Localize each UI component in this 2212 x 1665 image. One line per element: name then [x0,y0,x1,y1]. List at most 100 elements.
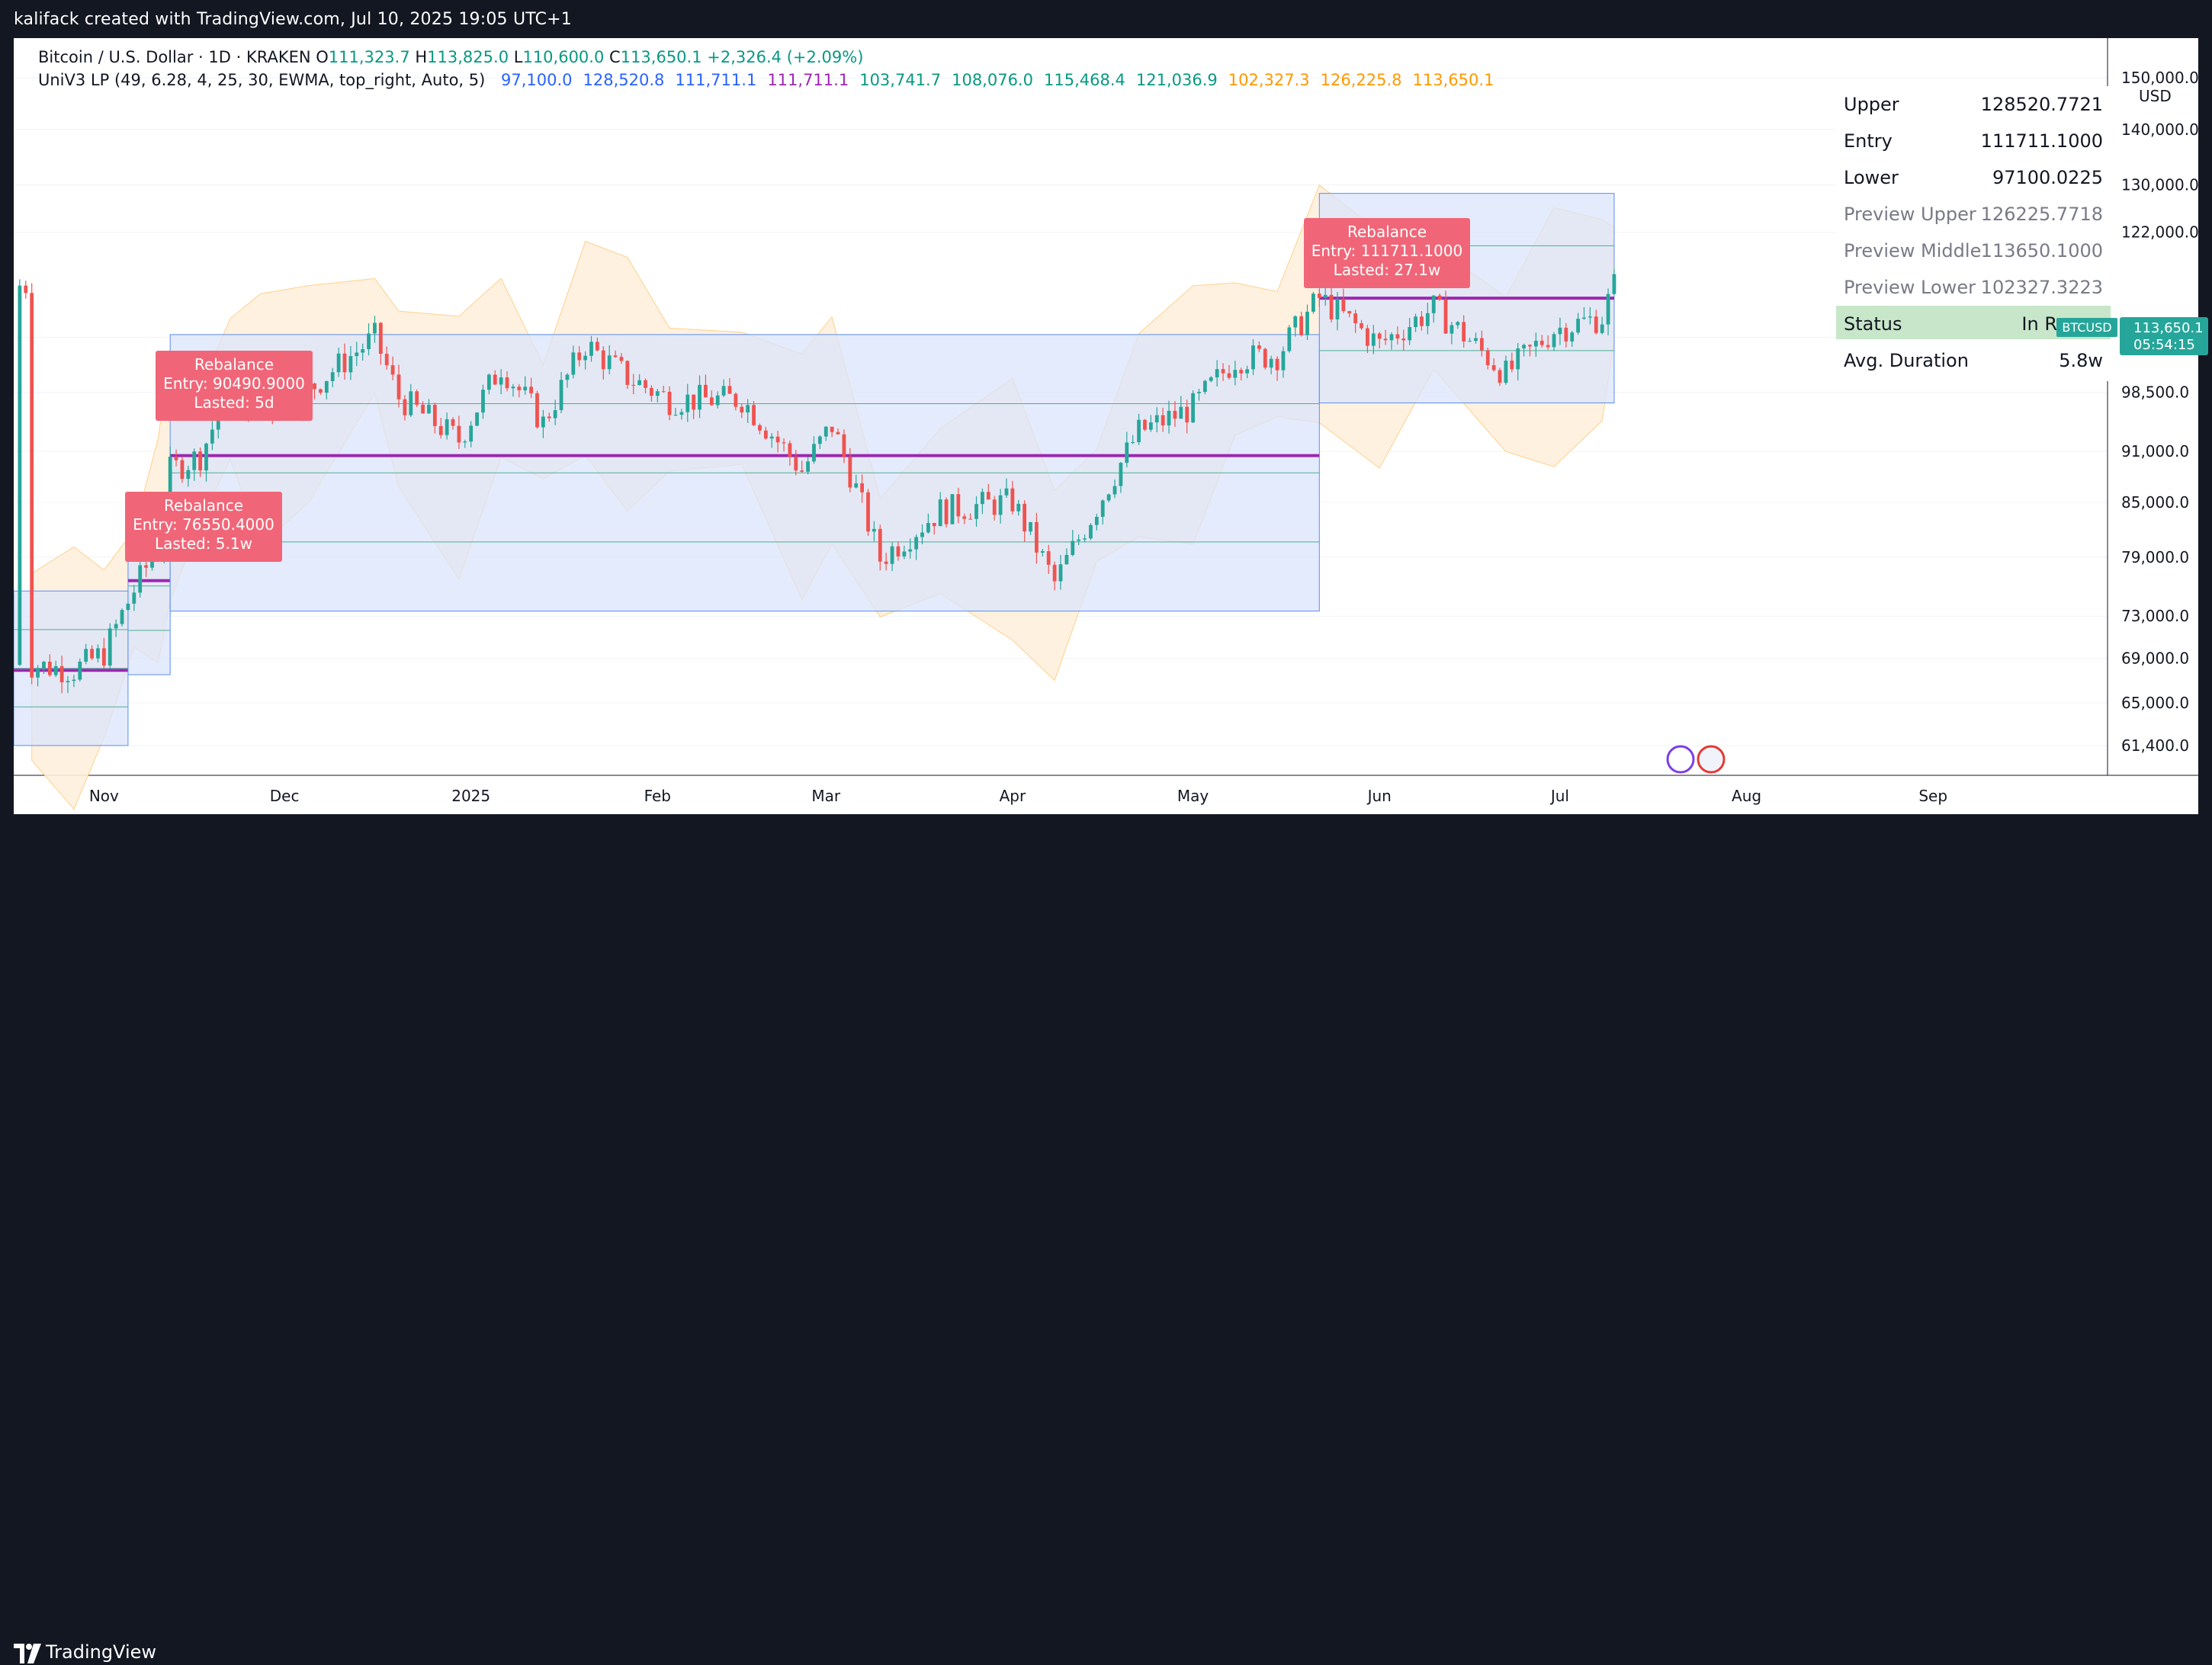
candle-body [1389,334,1394,341]
currency-label[interactable]: USD [2139,87,2172,105]
candle-body [698,384,701,410]
candle-body [692,394,696,410]
candle-body [956,494,961,517]
candle-body [1202,380,1207,393]
candle-body [1491,365,1496,371]
indicator-value: 102,327.3 [1228,71,1310,89]
candle-body [1479,338,1484,351]
chart-frame[interactable]: 150,000.0140,000.0130,000.0122,000.0106,… [14,38,2208,814]
candle-body [740,406,744,413]
candle-body [409,391,413,415]
price-chart[interactable]: 150,000.0140,000.0130,000.0122,000.0106,… [14,38,2198,814]
candle-body [1558,327,1562,335]
candle-body [457,425,461,443]
candle-body [571,352,576,375]
info-row: Entry 111711.1000 [1836,123,2111,156]
candle-body [547,416,551,419]
candle-body [1366,328,1369,346]
candle-body [192,451,197,470]
candle-body [860,483,865,492]
candle-body [1552,334,1556,348]
candle-body [1612,274,1616,294]
time-tick-label: Nov [89,787,119,805]
candle-body [926,522,930,533]
candle-body [1564,327,1568,342]
time-tick-label: Feb [644,787,671,805]
info-label: Avg. Duration [1844,350,1969,371]
candle-body [842,434,846,457]
candle-body [848,457,852,488]
rebalance-title: Rebalance [1347,223,1427,241]
candle-body [1474,338,1478,342]
candle-body [1221,369,1225,374]
indicator-value: 113,650.1 [1412,71,1494,89]
candle-body [734,393,738,407]
candle-body [330,372,335,381]
candle-body [1594,316,1598,333]
candle-body [59,666,64,682]
close-label: C [609,48,621,66]
candle-body [1311,294,1315,312]
info-row: Lower 97100.0225 [1836,159,2111,193]
candle-body [469,425,474,442]
time-tick-label: Jun [1366,787,1392,805]
price-tick-label: 61,400.0 [2121,736,2189,755]
candle-body [463,441,467,443]
candle-body [108,628,112,666]
candle-body [950,494,955,525]
info-value: 113650.1000 [1980,240,2103,261]
candle-body [1112,486,1117,495]
candle-body [1287,327,1292,351]
candle-body [577,352,582,361]
header-title: kalifack created with TradingView.com, J… [14,10,572,29]
candle-body [1462,322,1466,342]
candle-body [138,565,143,593]
info-row: Upper 128520.7721 [1836,86,2111,120]
candle-body [986,492,990,500]
candle-body [1010,488,1015,512]
candle-body [415,391,419,405]
candle-body [66,681,70,682]
time-tick-label: Dec [270,787,300,805]
info-value: 5.8w [2059,350,2103,371]
symbol-line: Bitcoin / U.S. Dollar · 1D · KRAKEN [38,48,311,66]
candle-body [1570,332,1575,342]
indicator-name: UniV3 LP (49, 6.28, 4, 25, 30, EWMA, top… [38,71,486,89]
rebalance-label-2: Rebalance Entry: 90490.9000 Lasted: 5d [156,351,313,421]
info-value: 128520.7721 [1980,94,2103,115]
candle-body [565,374,570,380]
candle-body [1377,333,1382,339]
candle-body [523,387,528,390]
open-value: 111,323.7 [328,48,410,66]
candle-body [30,293,34,678]
candle-body [596,342,599,351]
candle-body [313,383,316,390]
candle-body [1064,554,1069,565]
footer-brand: TradingView [46,1641,157,1663]
candle-body [168,457,172,515]
candle-body [607,355,612,370]
candle-body [1154,415,1159,423]
candle-body [1275,358,1279,371]
candle-body [715,395,720,406]
symbol-legend: Bitcoin / U.S. Dollar · 1D · KRAKEN O111… [38,48,863,66]
time-tick-label: 2025 [451,787,490,805]
candle-body [709,397,714,406]
candle-body [511,387,515,389]
price-tick-label: 150,000.0 [2121,69,2198,87]
price-tick-label: 98,500.0 [2121,383,2189,402]
candle-body [721,386,726,396]
candle-body [1215,369,1219,378]
candle-body [1161,415,1165,425]
candle-body [1239,370,1244,374]
candle-body [451,419,455,426]
candle-body [1227,373,1231,378]
info-label: Preview Middle [1844,240,1982,261]
candle-body [336,353,341,373]
candle-body [361,349,365,353]
candle-body [1468,341,1472,342]
candle-body [1029,521,1032,532]
candle-body [384,354,389,366]
candle-body [486,374,491,390]
candle-body [72,679,76,682]
